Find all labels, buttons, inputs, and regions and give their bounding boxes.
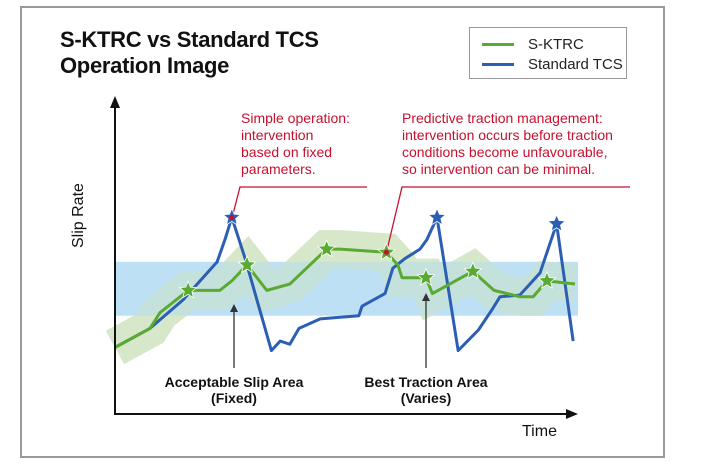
y-axis-label: Slip Rate (70, 183, 87, 248)
label-line: (Varies) (400, 390, 452, 406)
annotation-line: intervention occurs before traction (402, 127, 613, 143)
arrowhead-icon (422, 293, 430, 301)
s-ktrc-star-icon (237, 254, 257, 274)
label-best-traction-area: Best Traction Area (Varies) (351, 374, 501, 406)
annotation-line: so intervention can be minimal. (402, 161, 595, 177)
legend-item-s-ktrc: S-KTRC (482, 36, 584, 53)
s-ktrc-line (114, 247, 576, 349)
standard-tcs-star-icon (427, 207, 447, 226)
x-axis-label: Time (522, 423, 557, 440)
annotation-predictive: Predictive traction management: interven… (402, 110, 613, 178)
title-line-1: S-KTRC vs Standard TCS (60, 27, 319, 52)
annotation-line: Predictive traction management: (402, 110, 603, 126)
annotation-line: parameters. (241, 161, 316, 177)
s-ktrc-star-icon (537, 270, 557, 289)
annotation-line: based on fixed (241, 144, 333, 160)
label-acceptable-slip-area: Acceptable Slip Area (Fixed) (154, 374, 314, 406)
legend-label: Standard TCS (528, 56, 623, 73)
legend-swatch-green (482, 43, 514, 46)
chart-title: S-KTRC vs Standard TCS Operation Image (60, 27, 319, 79)
callout-line-simple (231, 186, 367, 219)
title-line-2: Operation Image (60, 53, 230, 78)
s-ktrc-star-icon (463, 261, 483, 280)
standard-tcs-line (114, 215, 575, 353)
standard-tcs-star-icon (547, 213, 567, 232)
s-ktrc-star-icon (178, 280, 198, 299)
arrowhead-icon (230, 304, 238, 312)
intervention-dot (229, 214, 235, 220)
annotation-line: intervention (241, 127, 314, 143)
label-line: Acceptable Slip Area (164, 374, 304, 390)
s-ktrc-star-icon (317, 239, 337, 258)
annotation-line: Simple operation: (241, 110, 350, 126)
legend-swatch-blue (482, 63, 514, 66)
legend: S-KTRC Standard TCS (469, 27, 627, 79)
annotation-simple-operation: Simple operation: intervention based on … (241, 110, 350, 178)
y-axis-arrow-icon (110, 96, 120, 108)
x-axis-arrow-icon (566, 409, 578, 419)
annotation-line: conditions become unfavourable, (402, 144, 608, 160)
legend-label: S-KTRC (528, 36, 584, 53)
label-line: (Fixed) (211, 390, 257, 406)
label-line: Best Traction Area (364, 374, 488, 390)
s-ktrc-star-icon (416, 267, 436, 286)
intervention-dot (383, 249, 389, 255)
legend-item-standard-tcs: Standard TCS (482, 56, 623, 73)
callout-line-predictive (386, 186, 630, 251)
